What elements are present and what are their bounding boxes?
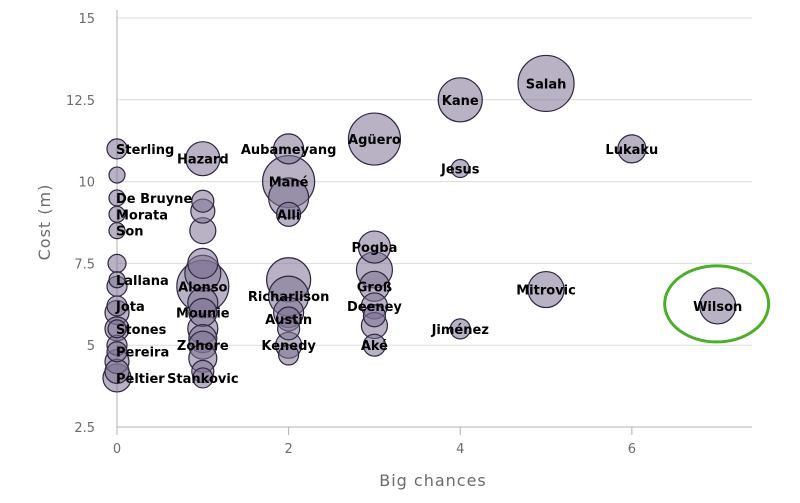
- point-label: Pereira: [116, 346, 169, 361]
- y-axis-title: Cost (m): [35, 184, 54, 261]
- y-tick-label: 2.5: [74, 421, 95, 436]
- x-tick-label: 0: [113, 442, 121, 457]
- y-tick-label: 12.5: [66, 94, 95, 109]
- bubble-point: [699, 287, 737, 325]
- bubble-point: [185, 141, 221, 177]
- x-tick-label: 2: [284, 442, 292, 457]
- x-axis-title: Big chances: [379, 471, 487, 490]
- bubble-point: [517, 54, 575, 113]
- y-tick-label: 5: [87, 339, 95, 354]
- point-label: Jesus: [440, 163, 480, 178]
- point-label: De Bruyne: [116, 192, 192, 207]
- point-label: Alli: [277, 208, 300, 223]
- point-label: Morata: [116, 208, 168, 223]
- point-label: Kenedy: [261, 339, 316, 354]
- bubble-point: [449, 318, 471, 340]
- point-label: Hazard: [177, 153, 229, 168]
- bubble-point: [107, 319, 127, 339]
- bubble-point: [106, 138, 128, 160]
- point-label: Austin: [265, 313, 312, 328]
- point-label: Son: [116, 225, 144, 240]
- point-labels: Salah Kane Agüero Lukaku Aubameyang HazardSte…: [115, 77, 771, 387]
- point-label: Kane: [442, 94, 479, 109]
- point-label: Pogba: [352, 241, 398, 256]
- point-label: Richarlison: [248, 290, 329, 305]
- point-label: Aubameyang: [241, 143, 337, 158]
- point-label: Alonso: [178, 280, 227, 295]
- bubble-point: [108, 271, 126, 289]
- bubble-point: [106, 295, 128, 317]
- bubble-point: [357, 230, 392, 264]
- bubble-point: [191, 189, 215, 213]
- bubble-point: [527, 270, 565, 309]
- point-label: Stones: [116, 323, 167, 338]
- bubble-point: [362, 304, 387, 328]
- point-label: Lukaku: [605, 143, 658, 158]
- point-label: Mané: [269, 176, 309, 191]
- bubble-point: [106, 341, 128, 363]
- point-label: Zohore: [177, 339, 229, 354]
- bubble-point: [278, 344, 300, 366]
- bubble-point: [108, 222, 126, 240]
- point-label: Agüero: [348, 133, 401, 148]
- highlight-ring: [663, 264, 771, 344]
- point-label: Salah: [526, 77, 567, 92]
- bubble-point: [107, 253, 127, 273]
- point-label: Groß: [357, 280, 392, 295]
- bubble-point: [437, 77, 483, 123]
- y-tick-label: 7.5: [74, 257, 95, 272]
- bubble-point: [347, 112, 402, 166]
- bubble-point: [187, 247, 219, 279]
- grid-lines: [116, 10, 752, 435]
- bubble-point: [273, 133, 305, 165]
- bubble-point: [192, 367, 214, 389]
- bubble-point: [108, 166, 126, 184]
- x-tick-label: 4: [456, 442, 464, 457]
- point-label: Mounie: [176, 306, 230, 321]
- bubble-point: [276, 201, 302, 227]
- bubble-point: [362, 333, 387, 357]
- y-tick-label: 15: [78, 12, 95, 27]
- bubble-point: [617, 134, 647, 164]
- tick-labels: 2.5 5 7.5 10 12.5 15 0 2 4 6: [66, 12, 636, 457]
- bubbles: [102, 54, 737, 393]
- bubble-point: [277, 317, 301, 341]
- point-label: Deeney: [347, 300, 402, 315]
- point-label: Wilson: [693, 300, 742, 315]
- bubble-point: [450, 158, 470, 179]
- point-label: Stankovic: [167, 372, 238, 387]
- y-tick-label: 10: [78, 176, 95, 191]
- point-label: Aké: [361, 339, 388, 354]
- point-label: Peltier: [116, 372, 165, 387]
- point-label: Jiménez: [431, 323, 489, 338]
- point-label: Jota: [115, 300, 145, 315]
- x-tick-label: 6: [628, 442, 636, 457]
- point-label: Sterling: [116, 143, 174, 158]
- point-label: Lallana: [116, 274, 169, 289]
- point-label: Mitrovic: [516, 284, 576, 299]
